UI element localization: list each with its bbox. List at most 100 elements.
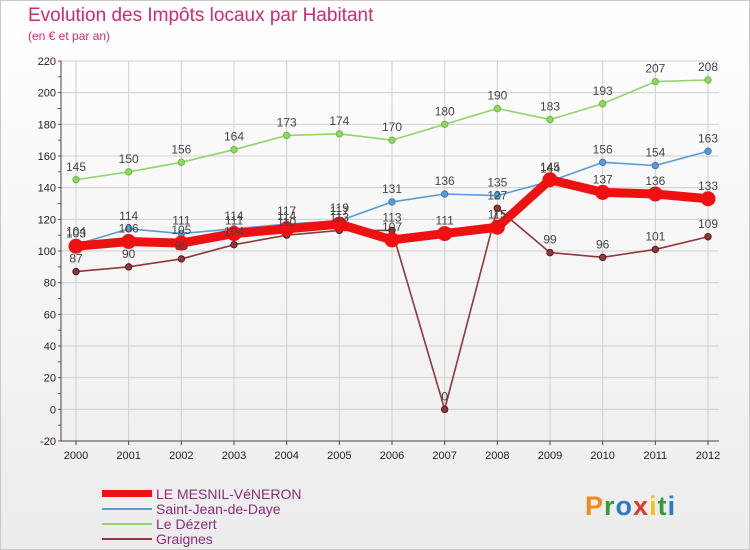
data-label: 0 bbox=[441, 389, 448, 403]
data-label: 156 bbox=[171, 142, 191, 156]
data-label: 208 bbox=[698, 60, 718, 74]
data-label: 109 bbox=[698, 217, 718, 231]
data-point bbox=[489, 219, 505, 235]
x-tick-label: 2005 bbox=[327, 450, 351, 462]
brand-letter: t bbox=[657, 491, 668, 521]
data-label: 193 bbox=[593, 84, 613, 98]
x-tick-label: 2012 bbox=[696, 450, 720, 462]
data-point bbox=[546, 115, 554, 124]
data-label: 190 bbox=[487, 89, 507, 103]
legend-item-le-dezert: Le Dézert bbox=[102, 516, 217, 531]
brand-letter: i bbox=[649, 491, 658, 521]
data-label: 90 bbox=[122, 247, 136, 261]
x-tick-label: 2009 bbox=[538, 450, 562, 462]
chart-title: Evolution des Impôts locaux par Habitant bbox=[28, 5, 374, 26]
data-label: 145 bbox=[66, 160, 86, 174]
data-label: 113 bbox=[382, 210, 401, 224]
data-label: 101 bbox=[645, 229, 665, 243]
data-label: 174 bbox=[329, 114, 349, 128]
x-tick-label: 2008 bbox=[485, 450, 509, 462]
data-label: 127 bbox=[487, 188, 507, 202]
data-label: 114 bbox=[119, 209, 138, 223]
data-label: 173 bbox=[277, 115, 297, 129]
y-tick-label: 80 bbox=[44, 278, 56, 290]
data-point bbox=[124, 263, 133, 271]
legend-swatch bbox=[102, 522, 152, 525]
x-tick-label: 2011 bbox=[644, 450, 668, 462]
legend-label: Graignes bbox=[156, 530, 213, 547]
x-tick-label: 2000 bbox=[64, 450, 88, 462]
data-label: 156 bbox=[593, 142, 613, 156]
data-point bbox=[124, 168, 133, 176]
x-tick-label: 2002 bbox=[169, 450, 193, 462]
legend-swatch bbox=[102, 537, 152, 540]
data-point bbox=[68, 238, 84, 254]
data-point bbox=[72, 176, 80, 184]
data-point bbox=[704, 233, 712, 241]
data-label: 135 bbox=[487, 176, 507, 190]
data-label: 117 bbox=[277, 204, 296, 218]
data-label: 154 bbox=[645, 146, 665, 160]
data-point bbox=[598, 158, 607, 167]
data-point bbox=[493, 191, 502, 200]
data-label: 114 bbox=[277, 209, 296, 223]
data-point bbox=[124, 225, 133, 233]
data-point bbox=[282, 131, 291, 140]
data-label: 105 bbox=[171, 223, 191, 237]
y-tick-label: 40 bbox=[44, 341, 56, 353]
legend-swatch bbox=[102, 507, 152, 510]
data-label: 164 bbox=[224, 130, 244, 144]
y-tick-label: 140 bbox=[38, 183, 56, 195]
data-point bbox=[279, 221, 295, 237]
x-tick-label: 2003 bbox=[222, 450, 246, 462]
data-label: 133 bbox=[698, 179, 718, 193]
data-point bbox=[440, 190, 449, 198]
data-label: 111 bbox=[436, 214, 455, 228]
data-point bbox=[704, 76, 712, 84]
chart-subtitle: (en € et par an) bbox=[28, 29, 111, 43]
y-tick-label: 220 bbox=[38, 56, 56, 68]
data-point bbox=[384, 232, 400, 248]
y-tick-label: 20 bbox=[44, 373, 56, 385]
legend-item-graignes: Graignes bbox=[102, 531, 213, 546]
data-label: 207 bbox=[645, 62, 665, 76]
brand-letter: i bbox=[667, 491, 677, 521]
data-point bbox=[230, 145, 238, 154]
data-label: 163 bbox=[698, 131, 718, 145]
data-point bbox=[177, 255, 186, 263]
data-label: 87 bbox=[69, 252, 83, 266]
data-point bbox=[700, 191, 716, 207]
y-tick-label: 200 bbox=[38, 88, 56, 100]
data-label: 170 bbox=[382, 120, 402, 134]
x-tick-label: 2006 bbox=[380, 450, 404, 462]
data-point bbox=[335, 130, 344, 138]
data-label: 103 bbox=[66, 226, 86, 240]
x-tick-label: 2007 bbox=[432, 450, 456, 462]
data-label: 96 bbox=[596, 237, 610, 251]
data-label: 106 bbox=[119, 222, 139, 236]
data-point bbox=[651, 77, 660, 86]
x-tick-label: 2010 bbox=[590, 450, 614, 462]
data-point bbox=[440, 405, 449, 414]
data-point bbox=[72, 267, 80, 276]
data-point bbox=[651, 161, 660, 170]
brand-logo: Proxiti bbox=[585, 491, 676, 522]
data-label: 104 bbox=[66, 225, 86, 239]
legend-label: Saint-Jean-de-Daye bbox=[156, 500, 281, 517]
y-tick-label: 120 bbox=[38, 214, 56, 226]
data-point bbox=[651, 245, 660, 254]
data-point bbox=[542, 172, 558, 188]
data-point bbox=[388, 136, 396, 144]
legend-label: Le Dézert bbox=[156, 515, 217, 532]
legend-item-saint-jean-de-daye: Saint-Jean-de-Daye bbox=[102, 501, 281, 516]
data-label: 114 bbox=[224, 209, 243, 223]
y-tick-label: 100 bbox=[38, 246, 56, 258]
data-point bbox=[598, 253, 607, 262]
data-label: 111 bbox=[225, 214, 244, 228]
data-point bbox=[493, 204, 502, 212]
brand-letter: x bbox=[633, 491, 650, 521]
data-label: 110 bbox=[277, 215, 296, 229]
data-label: 136 bbox=[645, 174, 665, 188]
